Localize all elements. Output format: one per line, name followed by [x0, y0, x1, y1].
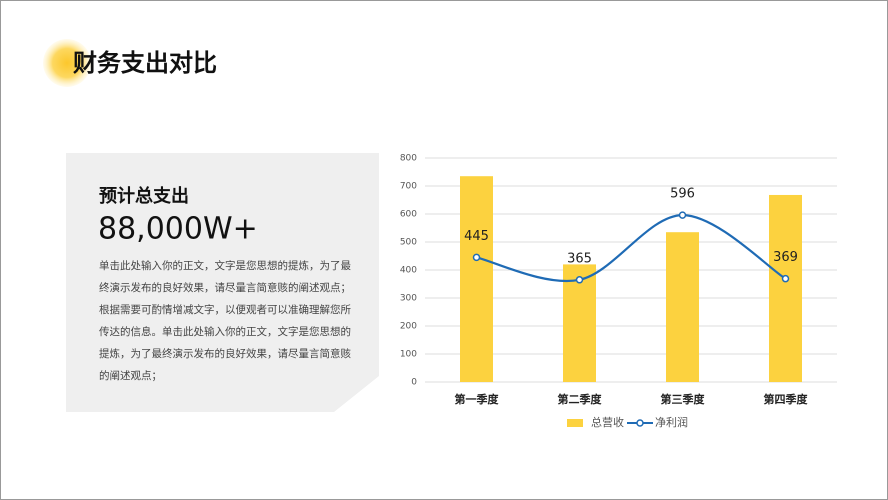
card-value: 88,000W+ — [98, 212, 258, 247]
bar — [460, 176, 493, 382]
x-tick-label: 第一季度 — [455, 392, 500, 406]
bar — [769, 194, 802, 382]
y-tick-label: 800 — [400, 154, 417, 164]
legend-label: 净利润 — [655, 415, 688, 429]
data-label: 365 — [567, 251, 592, 266]
bar — [666, 232, 699, 382]
y-tick-label: 500 — [400, 238, 417, 248]
data-label: 445 — [464, 229, 489, 244]
data-label: 596 — [670, 187, 695, 202]
y-tick-label: 400 — [400, 266, 417, 276]
line-point — [781, 274, 790, 283]
y-tick-label: 100 — [400, 350, 417, 360]
y-tick-label: 600 — [400, 210, 417, 220]
card-background — [66, 153, 379, 412]
legend-swatch — [567, 419, 583, 427]
card-heading: 预计总支出 — [99, 185, 189, 207]
data-label: 369 — [773, 250, 798, 265]
y-tick-label: 700 — [400, 182, 417, 192]
line-point — [472, 253, 481, 262]
line — [476, 214, 787, 283]
legend-label: 总营收 — [591, 415, 624, 429]
legend-swatch — [636, 419, 644, 427]
x-tick-label: 第二季度 — [558, 392, 603, 406]
x-tick-label: 第四季度 — [764, 392, 809, 406]
y-tick-label: 200 — [400, 322, 417, 332]
page-title: 财务支出对比 — [73, 49, 217, 77]
y-tick-label: 0 — [411, 378, 417, 388]
bar — [563, 264, 596, 382]
x-tick-label: 第三季度 — [661, 392, 706, 406]
line-point — [678, 211, 687, 219]
line-point — [575, 276, 584, 284]
y-tick-label: 300 — [400, 294, 417, 304]
title-decoration — [43, 39, 91, 87]
card-body: 单击此处输入你的正文，文字是您思想的提炼，为了最终演示发布的良好效果，请尽量言简… — [99, 260, 351, 382]
